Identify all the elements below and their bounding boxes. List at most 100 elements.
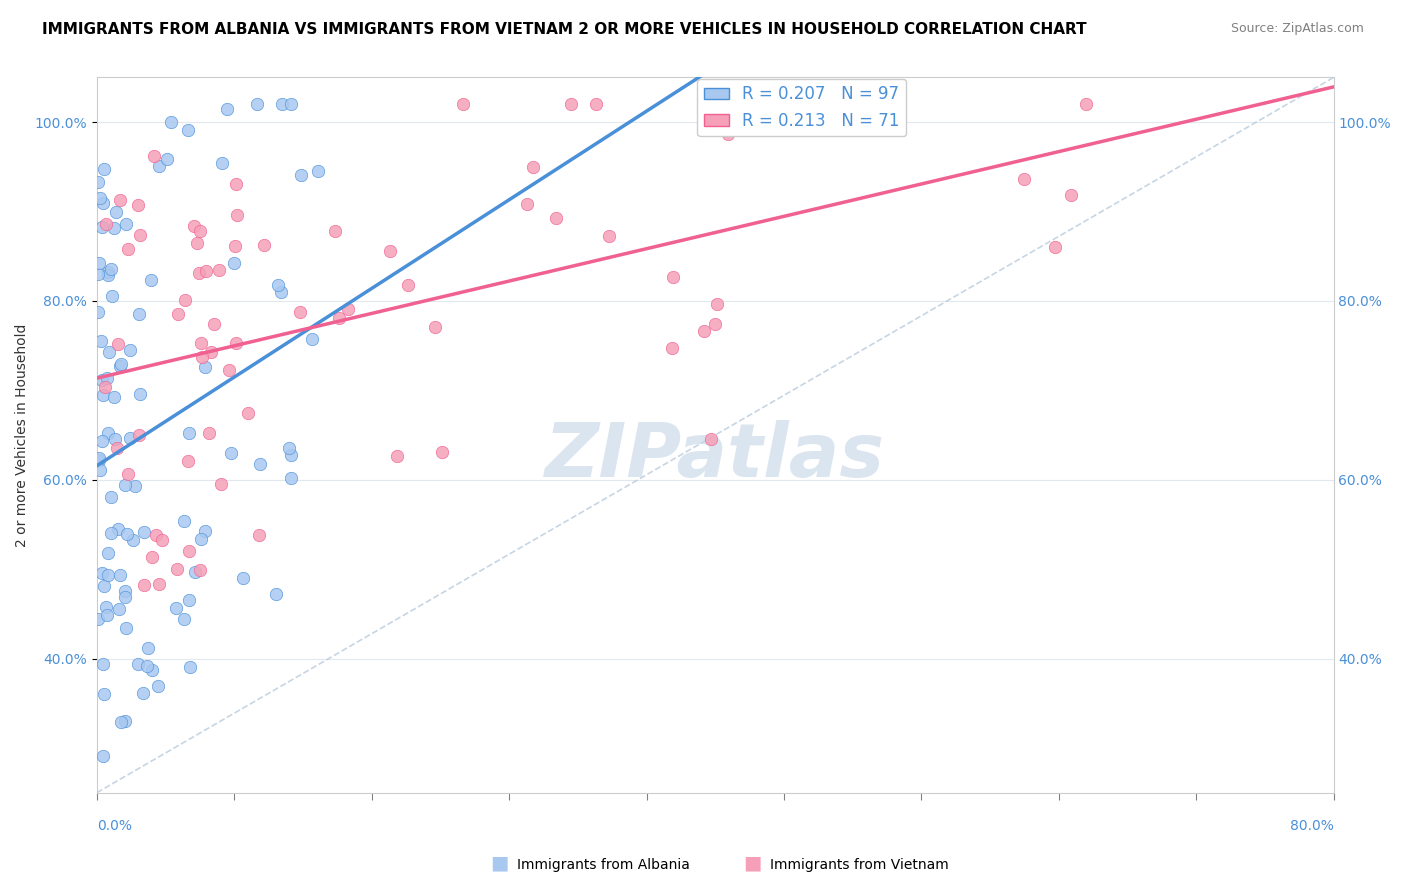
- Point: [453, 97, 475, 112]
- Point: [280, 448, 302, 462]
- Point: [121, 533, 143, 547]
- Point: [177, 425, 200, 440]
- Point: [94, 217, 117, 231]
- Point: [105, 441, 128, 455]
- Point: [160, 115, 183, 129]
- Point: [94, 380, 117, 394]
- Point: [127, 657, 149, 672]
- Point: [328, 311, 350, 326]
- Point: [87, 175, 110, 189]
- Point: [396, 278, 419, 293]
- Point: [108, 359, 131, 373]
- Point: [100, 526, 122, 541]
- Point: [108, 602, 131, 616]
- Point: [101, 289, 124, 303]
- Point: [87, 612, 110, 626]
- Point: [150, 533, 173, 547]
- Point: [423, 320, 446, 334]
- Point: [110, 358, 132, 372]
- Point: [264, 587, 287, 601]
- Point: [218, 363, 240, 377]
- Point: [97, 265, 120, 279]
- Point: [252, 237, 274, 252]
- Point: [225, 336, 247, 351]
- Point: [117, 467, 139, 482]
- Point: [560, 97, 582, 112]
- Point: [190, 532, 212, 546]
- Point: [222, 256, 245, 270]
- Point: [128, 427, 150, 442]
- Text: Source: ZipAtlas.com: Source: ZipAtlas.com: [1230, 22, 1364, 36]
- Point: [107, 337, 129, 351]
- Point: [91, 196, 114, 211]
- Point: [143, 149, 166, 163]
- Point: [173, 514, 195, 528]
- Point: [177, 123, 200, 137]
- Point: [693, 324, 716, 338]
- Point: [711, 97, 734, 112]
- Point: [231, 572, 253, 586]
- Point: [699, 432, 721, 446]
- Point: [103, 390, 125, 404]
- Point: [97, 426, 120, 441]
- Point: [110, 714, 132, 729]
- Point: [129, 227, 152, 242]
- Point: [179, 659, 201, 673]
- Point: [173, 612, 195, 626]
- Point: [1060, 187, 1083, 202]
- Point: [706, 297, 728, 311]
- Point: [100, 490, 122, 504]
- Point: [114, 217, 136, 231]
- Point: [93, 687, 115, 701]
- Point: [186, 235, 208, 250]
- Legend: R = 0.207   N = 97, R = 0.213   N = 71: R = 0.207 N = 97, R = 0.213 N = 71: [697, 78, 907, 136]
- Text: ZIPatlas: ZIPatlas: [546, 420, 886, 493]
- Point: [129, 387, 152, 401]
- Point: [87, 268, 110, 282]
- Point: [128, 307, 150, 321]
- Point: [662, 270, 685, 285]
- Point: [114, 714, 136, 729]
- Point: [267, 278, 290, 293]
- Point: [516, 197, 538, 211]
- Point: [718, 97, 741, 112]
- Point: [148, 576, 170, 591]
- Point: [194, 360, 217, 375]
- Point: [188, 563, 211, 577]
- Point: [93, 162, 115, 177]
- Point: [148, 159, 170, 173]
- Y-axis label: 2 or more Vehicles in Household: 2 or more Vehicles in Household: [15, 324, 30, 547]
- Point: [385, 449, 408, 463]
- Point: [89, 191, 111, 205]
- Point: [96, 268, 118, 282]
- Point: [141, 549, 163, 564]
- Point: [90, 219, 112, 234]
- Point: [290, 168, 312, 182]
- Point: [90, 434, 112, 448]
- Point: [91, 749, 114, 764]
- Point: [98, 345, 121, 359]
- Point: [184, 566, 207, 580]
- Point: [187, 266, 209, 280]
- Point: [148, 679, 170, 693]
- Point: [165, 600, 187, 615]
- Point: [118, 343, 141, 357]
- Point: [209, 477, 232, 491]
- Point: [177, 454, 200, 468]
- Point: [219, 445, 242, 459]
- Point: [93, 579, 115, 593]
- Point: [91, 373, 114, 387]
- Point: [107, 522, 129, 536]
- Point: [1045, 240, 1067, 254]
- Point: [225, 178, 247, 192]
- Point: [155, 152, 177, 166]
- Point: [132, 577, 155, 591]
- Point: [585, 97, 607, 112]
- Point: [522, 161, 544, 175]
- Point: [249, 457, 271, 471]
- Point: [277, 441, 299, 455]
- Point: [141, 663, 163, 677]
- Point: [108, 193, 131, 207]
- Point: [103, 221, 125, 235]
- Point: [200, 344, 222, 359]
